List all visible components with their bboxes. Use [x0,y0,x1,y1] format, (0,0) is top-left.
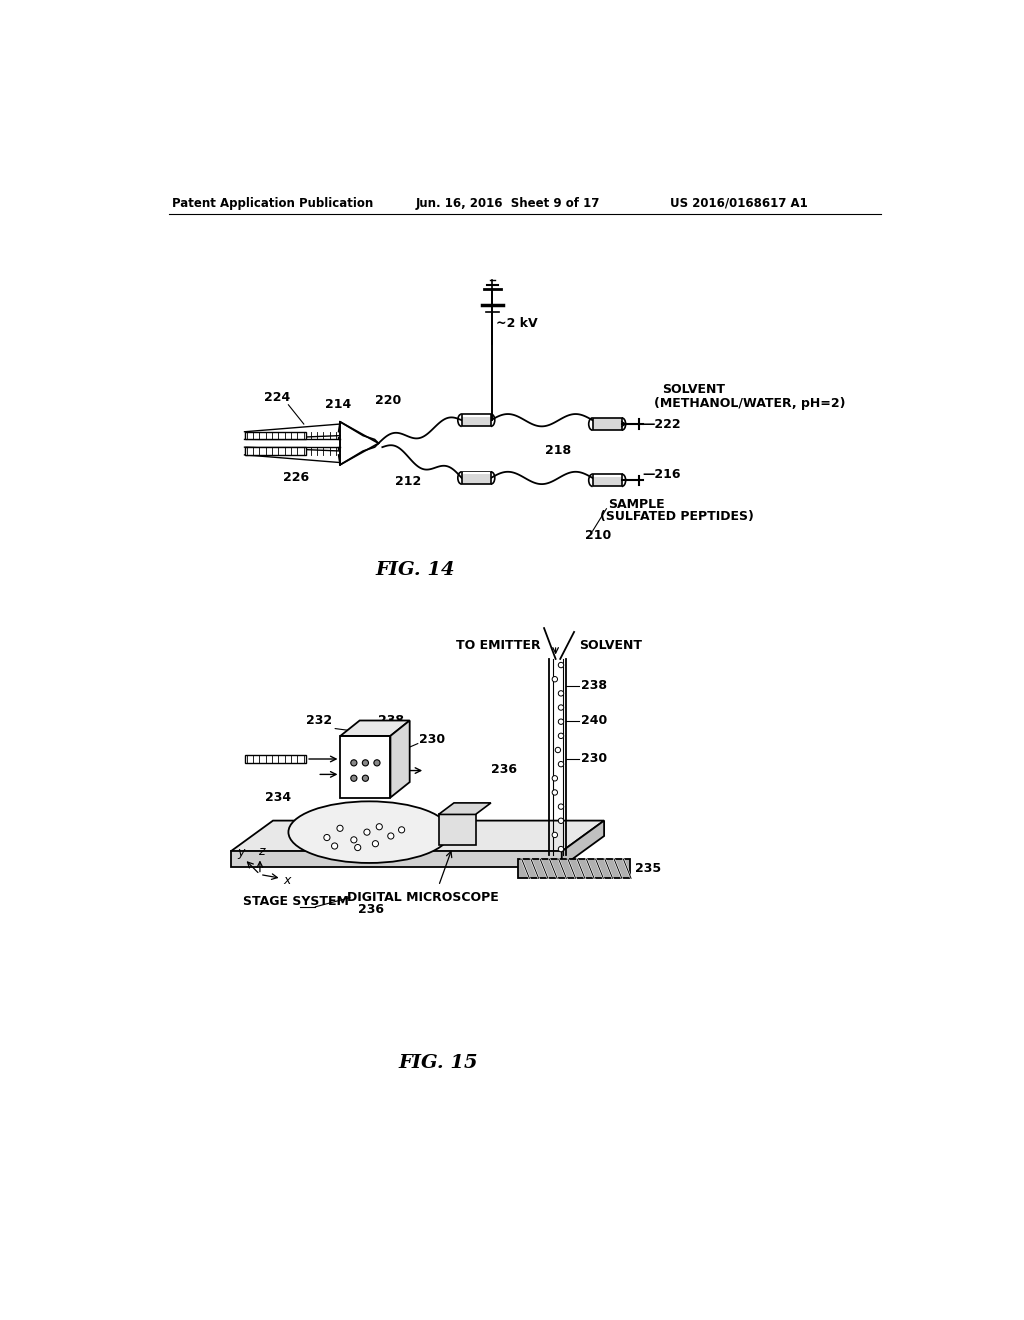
Circle shape [388,833,394,840]
Text: 212: 212 [394,475,421,488]
Circle shape [362,760,369,766]
Circle shape [332,843,338,849]
Text: 234: 234 [265,791,292,804]
Circle shape [558,733,563,738]
Text: —222: —222 [643,417,681,430]
Text: FIG. 14: FIG. 14 [376,561,456,579]
Text: (METHANOL/WATER, pH=2): (METHANOL/WATER, pH=2) [654,397,846,409]
Circle shape [552,832,557,838]
Polygon shape [230,851,562,867]
Circle shape [558,846,563,851]
Circle shape [552,789,557,795]
Polygon shape [390,721,410,797]
Polygon shape [230,821,604,851]
Text: 210: 210 [585,529,611,543]
Text: 240: 240 [581,714,607,727]
Circle shape [552,776,557,781]
Text: 230: 230 [581,752,607,766]
Text: DIGITAL MICROSCOPE: DIGITAL MICROSCOPE [347,891,499,904]
Text: 235: 235 [635,862,662,875]
Bar [245,447,306,455]
Bar [245,755,306,763]
Text: 238: 238 [378,714,403,727]
Text: SAMPLE: SAMPLE [608,499,665,511]
Bar [340,737,390,797]
Polygon shape [562,821,604,867]
Circle shape [552,677,557,682]
Circle shape [558,705,563,710]
Text: FIG. 15: FIG. 15 [398,1055,478,1072]
Circle shape [362,775,369,781]
Bar [518,859,630,878]
Text: TO EMITTER: TO EMITTER [457,639,541,652]
Text: 214: 214 [326,399,351,412]
Text: (SULFATED PEPTIDES): (SULFATED PEPTIDES) [600,510,754,523]
Text: ~2 kV: ~2 kV [497,317,538,330]
Circle shape [558,762,563,767]
Text: 218: 218 [545,445,571,458]
Text: Patent Application Publication: Patent Application Publication [172,197,374,210]
Text: STAGE SYSTEM: STAGE SYSTEM [243,895,349,908]
Bar [462,414,490,426]
Bar [245,432,306,440]
Bar [438,814,475,845]
Circle shape [376,824,382,830]
Circle shape [398,826,404,833]
Ellipse shape [289,801,451,863]
Text: SOLVENT: SOLVENT [580,639,642,652]
Circle shape [558,690,563,696]
Text: 224: 224 [264,391,290,404]
Text: z: z [258,845,265,858]
Circle shape [324,834,330,841]
Text: —216: —216 [643,467,681,480]
Polygon shape [340,721,410,737]
Circle shape [555,747,560,752]
Bar [593,418,622,430]
Bar [462,471,490,484]
Circle shape [351,837,357,843]
Circle shape [558,719,563,725]
Circle shape [558,804,563,809]
Text: US 2016/0168617 A1: US 2016/0168617 A1 [670,197,808,210]
Circle shape [374,760,380,766]
Text: 226: 226 [283,471,309,484]
Bar [593,474,622,487]
Text: 236: 236 [490,763,517,776]
Circle shape [351,775,357,781]
Bar [245,432,339,440]
Text: 236: 236 [357,903,384,916]
Text: 232: 232 [306,714,332,727]
Circle shape [558,663,563,668]
Circle shape [558,818,563,824]
Text: 230: 230 [419,733,445,746]
Circle shape [373,841,379,847]
Circle shape [351,760,357,766]
Text: x: x [284,874,291,887]
Bar [245,447,339,455]
Text: 238: 238 [581,680,607,693]
Polygon shape [438,803,490,814]
Text: SOLVENT: SOLVENT [662,383,725,396]
Text: Jun. 16, 2016  Sheet 9 of 17: Jun. 16, 2016 Sheet 9 of 17 [416,197,600,210]
Text: y: y [237,846,245,859]
Polygon shape [340,422,379,465]
Circle shape [354,845,360,850]
Circle shape [337,825,343,832]
Circle shape [364,829,370,836]
Text: 220: 220 [376,395,401,408]
